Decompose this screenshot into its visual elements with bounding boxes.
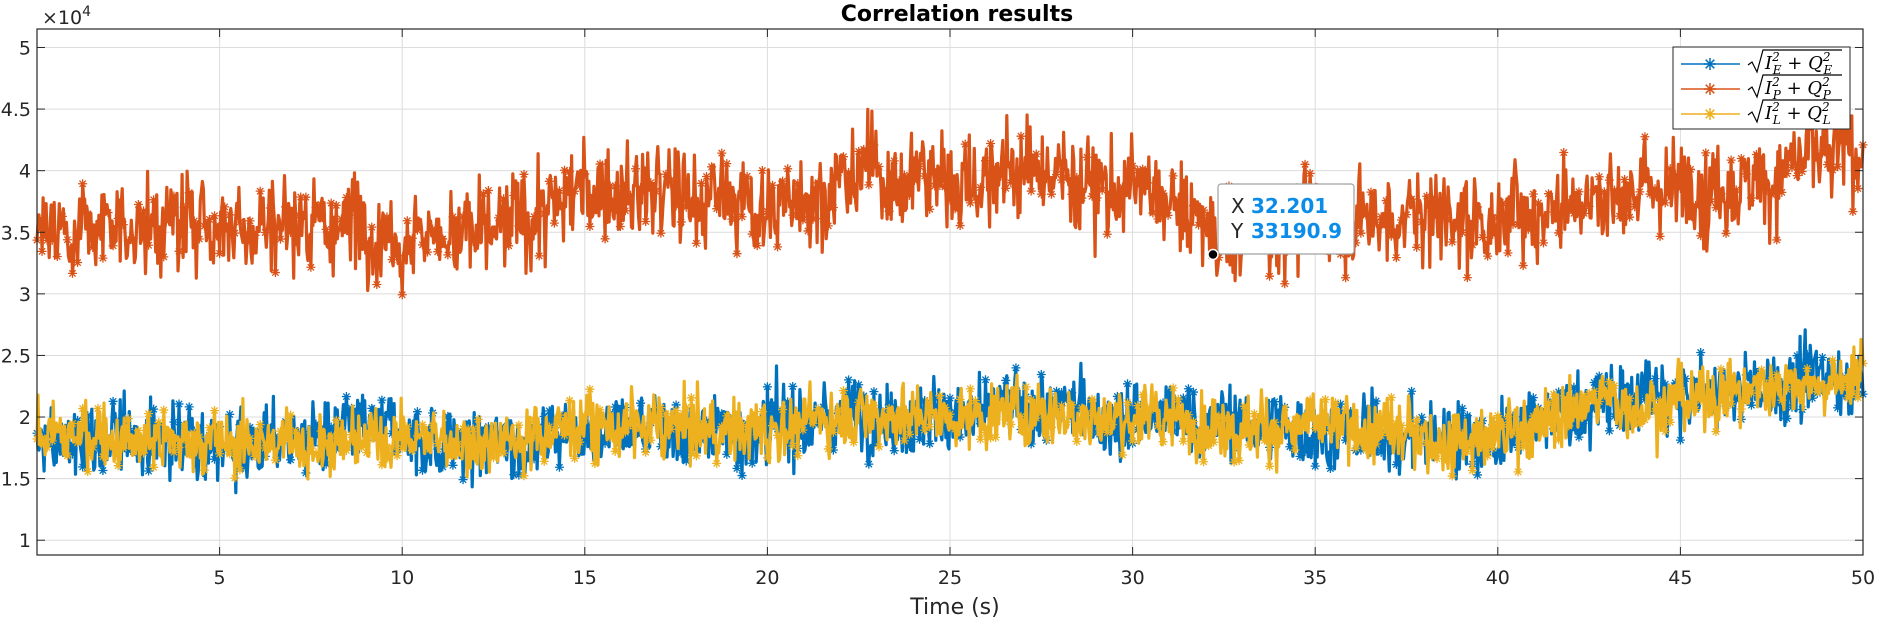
- y-exponent-label: ×104: [42, 4, 91, 29]
- y-tick-label: 2: [19, 407, 31, 429]
- datatip-x-key: X: [1231, 194, 1245, 218]
- y-tick-label: 3.5: [1, 222, 31, 244]
- x-tick-label: 30: [1121, 567, 1145, 589]
- datatip-y-value: 33190.9: [1251, 219, 1342, 243]
- legend-item[interactable]: I2 P + Q2 P: [1681, 74, 1842, 102]
- legend-label: I2 L + Q2 L: [1764, 100, 1831, 127]
- datatip-y-key: Y: [1230, 219, 1244, 243]
- x-tick-label: 35: [1303, 567, 1327, 589]
- legend-swatch-marker: [1704, 108, 1716, 120]
- datatip[interactable]: X 32.201 Y 33190.9: [1207, 183, 1355, 261]
- datatip-x-value: 32.201: [1251, 194, 1328, 218]
- x-tick-label: 25: [938, 567, 962, 589]
- series-3: [32, 337, 1868, 483]
- sqrt-sign: [1747, 99, 1842, 124]
- legend-swatch-marker: [1704, 58, 1716, 70]
- legend-box: [1672, 46, 1851, 130]
- legend-item[interactable]: I2 E + Q2 E: [1681, 49, 1842, 77]
- sqrt-sign: [1747, 49, 1842, 74]
- x-axis-label: Time (s): [909, 595, 999, 620]
- y-tick-label: 4.5: [1, 99, 31, 121]
- y-tick-label: 1: [19, 530, 31, 552]
- datatip-marker[interactable]: [1207, 248, 1219, 261]
- x-tick-label: 5: [214, 567, 226, 589]
- legend-swatch-marker: [1704, 83, 1716, 95]
- y-tick-label: 1.5: [1, 469, 31, 491]
- sqrt-sign: [1747, 74, 1842, 99]
- tick-marks: [37, 29, 1864, 555]
- legend-item[interactable]: I2 L + Q2 L: [1681, 99, 1842, 127]
- y-tick-labels: 1 1.5 2 2.5 3 3.5 4 4.5 5: [1, 37, 31, 552]
- x-tick-label: 20: [755, 567, 779, 589]
- y-tick-label: 3: [19, 284, 31, 306]
- datatip-box: [1217, 183, 1355, 255]
- x-tick-labels: 5 10 15 20 25 30 35 40 45 50: [214, 567, 1876, 589]
- legend-label: I2 P + Q2 P: [1764, 75, 1832, 102]
- x-tick-label: 45: [1668, 567, 1692, 589]
- legend-label: I2 E + Q2 E: [1764, 50, 1832, 77]
- legend[interactable]: I2 E + Q2 EI2 P + Q2 PI2 L + Q2 L: [1672, 46, 1851, 130]
- y-tick-label: 2.5: [1, 345, 31, 367]
- y-tick-label: 4: [19, 161, 31, 183]
- chart-title: Correlation results: [841, 2, 1073, 27]
- x-tick-label: 15: [573, 567, 597, 589]
- x-tick-label: 10: [390, 567, 414, 589]
- y-tick-label: 5: [19, 37, 31, 59]
- x-tick-label: 50: [1851, 567, 1875, 589]
- x-tick-label: 40: [1486, 567, 1510, 589]
